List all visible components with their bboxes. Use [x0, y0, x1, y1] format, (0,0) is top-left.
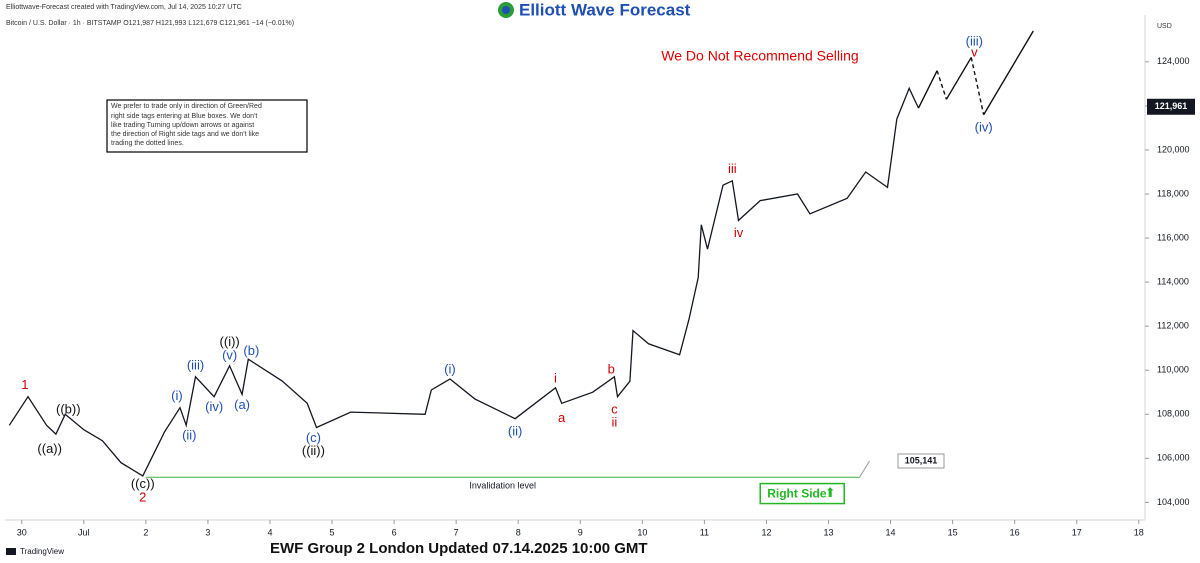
wave-label: ((c))	[131, 476, 155, 491]
projection-segment	[983, 30, 1034, 116]
wave-label: 1	[21, 377, 28, 392]
x-tick-label: 14	[886, 527, 896, 537]
wave-label: (v)	[222, 347, 237, 362]
logo-icon-inner	[502, 6, 510, 14]
note-box	[106, 99, 308, 153]
wave-label: iv	[734, 225, 744, 240]
x-tick-label: 4	[267, 527, 272, 537]
x-tick-label: 10	[637, 527, 647, 537]
y-tick-label: 116,000	[1157, 232, 1189, 242]
right-side-arrow: ⬆	[825, 485, 836, 500]
currency: USD	[1157, 23, 1172, 30]
x-tick-label: 16	[1010, 527, 1020, 537]
wave-label: b	[608, 362, 615, 377]
note-line: We prefer to trade only in direction of …	[111, 103, 262, 110]
y-tick-label: 106,000	[1157, 453, 1190, 463]
x-tick-label: 12	[761, 527, 771, 537]
price-line	[8, 86, 920, 477]
wave-label: (iv)	[205, 399, 223, 414]
wave-label: ((a))	[37, 441, 62, 456]
invalidation-connector	[859, 460, 870, 478]
wave-label: (ii)	[182, 428, 196, 443]
wave-label: (iii)	[187, 357, 204, 372]
x-tick-label: 17	[1072, 527, 1082, 537]
wave-label: ((b))	[56, 401, 81, 416]
wave-label: (i)	[171, 388, 183, 403]
invalidation-tag	[897, 453, 945, 469]
note-line: trading the dotted lines.	[111, 140, 184, 147]
wave-label: ((i))	[220, 334, 240, 349]
x-tick-label: 9	[578, 527, 583, 537]
x-tick-label: Jul	[78, 527, 90, 537]
y-tick-label: 124,000	[1157, 56, 1190, 66]
note-line: the direction of Right side tags and we …	[111, 131, 259, 138]
projection-segment	[945, 57, 972, 100]
x-tick-label: 13	[823, 527, 833, 537]
x-tick-label: 7	[454, 527, 459, 537]
wave-label: i	[554, 370, 557, 385]
right-side-box	[759, 482, 845, 505]
wave-label: (a)	[234, 397, 250, 412]
x-tick-label: 3	[205, 527, 210, 537]
wave-label: a	[558, 410, 566, 425]
note-line: like trading Turning up/down arrows or a…	[111, 122, 254, 129]
y-tick-label: 110,000	[1157, 365, 1189, 375]
y-tick-label: 108,000	[1157, 409, 1190, 419]
x-tick-label: 8	[516, 527, 521, 537]
right-side-text: Right Side	[767, 487, 827, 501]
wave-label: (b)	[243, 343, 259, 358]
wave-label: (c)	[306, 430, 321, 445]
y-tick-label: 118,000	[1157, 188, 1189, 198]
invalidation-text: Invalidation level	[469, 481, 536, 491]
x-tick-label: 11	[700, 527, 709, 537]
logo: Elliott Wave Forecast	[519, 0, 691, 19]
wave-label: (i)	[444, 362, 456, 377]
x-tick-label: 5	[330, 527, 335, 537]
x-tick-label: 30	[17, 527, 27, 537]
x-tick-label: 18	[1134, 527, 1144, 537]
credit: Elliottwave-Forecast created with Tradin…	[6, 4, 242, 11]
last-price-label: 121,961	[1155, 101, 1188, 111]
wave-label: v	[971, 44, 978, 59]
platform: TradingView	[20, 547, 64, 556]
wave-label: iii	[728, 161, 737, 176]
wave-label: ii	[612, 415, 618, 430]
footer: EWF Group 2 London Updated 07.14.2025 10…	[270, 540, 648, 557]
y-tick-label: 112,000	[1157, 321, 1189, 331]
x-tick-label: 6	[392, 527, 397, 537]
wave-label: 2	[139, 489, 146, 504]
symbol-header: Bitcoin / U.S. Dollar · 1h · BITSTAMP O1…	[6, 20, 294, 27]
y-tick-label: 104,000	[1157, 497, 1190, 507]
wave-label: ((ii))	[302, 443, 325, 458]
y-tick-label: 114,000	[1157, 276, 1189, 286]
wave-label: c	[611, 401, 618, 416]
headline: We Do Not Recommend Selling	[661, 48, 858, 64]
wave-label: (iv)	[975, 119, 993, 134]
x-tick-label: 2	[143, 527, 148, 537]
x-tick-label: 15	[948, 527, 958, 537]
projection-segment	[917, 70, 938, 109]
platform-icon	[6, 548, 16, 555]
projection-segment	[936, 70, 948, 100]
wave-label: (ii)	[508, 423, 522, 438]
last-price-tag	[1147, 98, 1195, 115]
y-tick-label: 120,000	[1157, 144, 1190, 154]
note-line: right side tags entering at Blue boxes. …	[111, 113, 257, 120]
invalidation-label: 105,141	[905, 455, 938, 465]
projection-segment	[970, 57, 985, 115]
wave-label: (iii)	[966, 33, 983, 48]
